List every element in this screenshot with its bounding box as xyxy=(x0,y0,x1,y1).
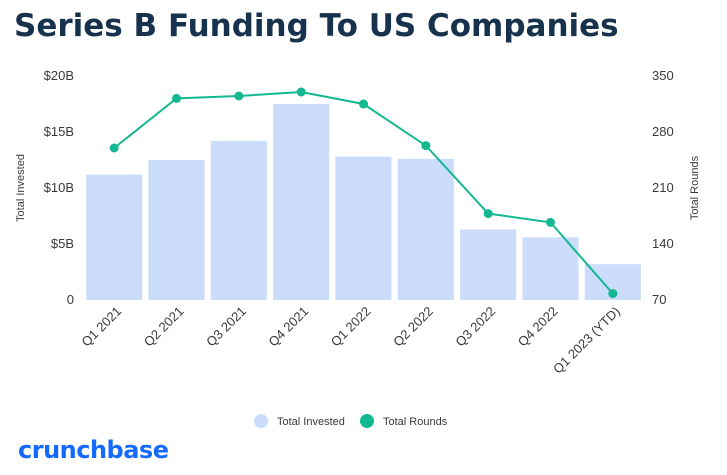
x-tick-label: Q2 2021 xyxy=(141,304,187,350)
x-tick-label: Q1 2022 xyxy=(328,304,374,350)
rounds-point xyxy=(109,143,119,153)
y-left-tick-label: $20B xyxy=(44,68,74,83)
rounds-point xyxy=(234,91,244,101)
x-tick-label: Q3 2022 xyxy=(452,304,498,350)
rounds-point xyxy=(608,289,618,299)
y-right-tick-label: 140 xyxy=(652,236,674,251)
bar xyxy=(460,229,517,300)
y-right-axis-title: Total Rounds xyxy=(689,155,701,220)
legend-label-total-rounds: Total Rounds xyxy=(383,416,448,428)
legend-label-total-invested: Total Invested xyxy=(277,416,345,428)
rounds-point xyxy=(359,99,368,109)
x-tick-label: Q4 2021 xyxy=(265,304,311,350)
y-left-tick-label: $15B xyxy=(44,124,74,139)
y-right-tick-label: 280 xyxy=(652,124,674,139)
bar xyxy=(86,174,143,300)
chart-title: Series B Funding To US Companies xyxy=(14,8,619,44)
y-right-tick-label: 350 xyxy=(652,68,674,83)
rounds-point xyxy=(546,217,555,227)
bar xyxy=(148,160,205,300)
rounds-point xyxy=(172,93,181,103)
rounds-point xyxy=(421,141,431,151)
y-left-tick-label: $10B xyxy=(44,180,74,195)
x-tick-label: Q3 2021 xyxy=(203,304,249,350)
y-right-tick-label: 210 xyxy=(652,180,674,195)
legend-swatch-total-rounds xyxy=(360,414,374,428)
x-tick-label: Q1 2023 (YTD) xyxy=(550,304,623,377)
x-tick-label: Q2 2022 xyxy=(390,304,436,350)
x-tick-label: Q4 2022 xyxy=(515,304,561,350)
bar xyxy=(210,140,267,300)
x-tick-label: Q1 2021 xyxy=(78,304,124,350)
y-left-tick-label: $5B xyxy=(51,236,74,251)
bar xyxy=(335,156,392,300)
y-right-tick-label: 70 xyxy=(652,292,666,307)
bar xyxy=(522,237,579,300)
bar xyxy=(273,104,330,300)
legend-swatch-total-invested xyxy=(254,414,268,428)
rounds-point xyxy=(483,209,493,219)
y-left-tick-label: 0 xyxy=(67,292,74,307)
crunchbase-logo: crunchbase xyxy=(18,436,169,464)
bar xyxy=(397,158,454,300)
rounds-point xyxy=(296,87,306,97)
y-left-axis-title: Total Invested xyxy=(15,154,27,222)
